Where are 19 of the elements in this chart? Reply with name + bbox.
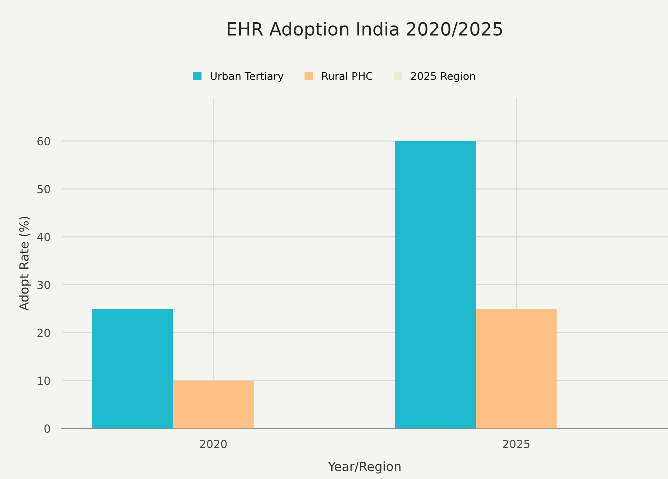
y-tick-label: 40 xyxy=(37,233,50,242)
bar xyxy=(476,308,557,429)
y-tick-label: 60 xyxy=(38,137,50,146)
x-tick-label: 2025 xyxy=(503,440,530,448)
x-axis-title: Year/Region xyxy=(328,462,401,474)
y-tick-label: 30 xyxy=(38,280,50,290)
y-tick-label: 20 xyxy=(38,328,50,338)
bar xyxy=(395,141,476,429)
bar xyxy=(173,380,254,429)
legend-label: Urban Tertiary xyxy=(211,72,284,82)
y-tick-label: 50 xyxy=(38,185,50,194)
chart-title: EHR Adoption India 2020/2025 xyxy=(228,22,502,40)
x-tick-label: 2020 xyxy=(200,440,227,448)
legend-label: Rural PHC xyxy=(322,72,373,80)
bar xyxy=(92,308,174,429)
y-tick-label: 0 xyxy=(44,424,50,434)
y-axis-title: Adopt Rate (%) xyxy=(19,217,32,311)
legend-label: 2025 Region xyxy=(411,72,476,82)
y-tick-label: 10 xyxy=(38,376,50,386)
